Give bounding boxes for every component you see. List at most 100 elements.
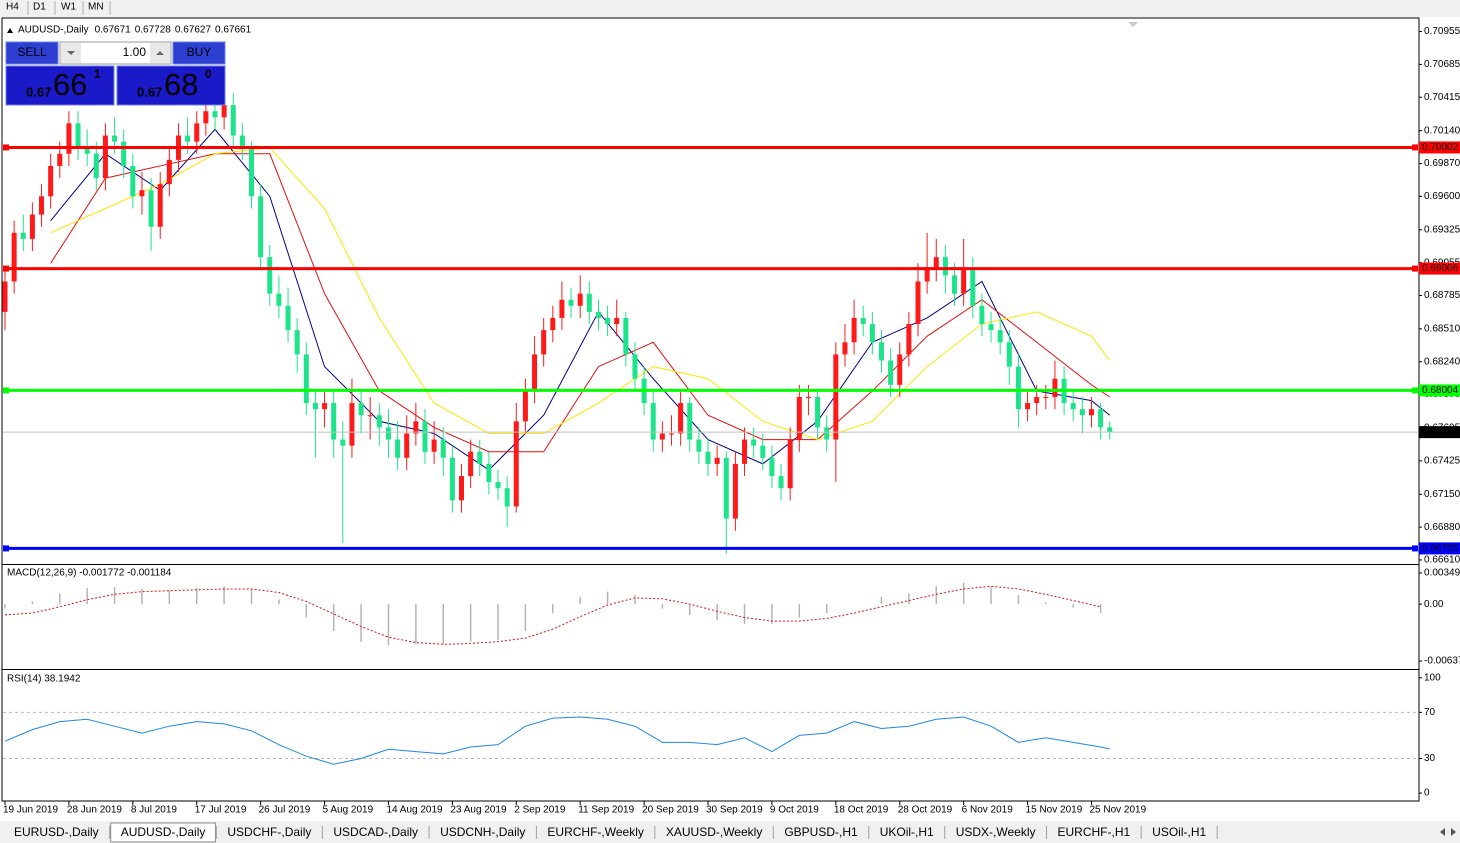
- candle-body: [258, 196, 264, 258]
- candle-body: [988, 324, 994, 331]
- candle-body: [851, 317, 857, 343]
- y-tick-label: 0.00: [1424, 599, 1444, 610]
- y-tick-label: 0.67150: [1424, 489, 1460, 500]
- tab-label[interactable]: USDCHF-,Daily: [227, 825, 311, 839]
- timeframe-button[interactable]: H4: [6, 2, 19, 13]
- level-handle[interactable]: [3, 545, 9, 552]
- timeframe-button[interactable]: MN: [88, 2, 104, 13]
- candle-body: [66, 123, 72, 154]
- x-tick-label: 17 Jul 2019: [195, 805, 247, 816]
- x-tick-label: 9 Oct 2019: [770, 805, 819, 816]
- level-handle[interactable]: [3, 144, 9, 151]
- active-tab[interactable]: [110, 822, 216, 843]
- candle-body: [888, 360, 894, 385]
- lot-box[interactable]: [59, 41, 172, 65]
- candle-body: [477, 451, 483, 464]
- tab[interactable]: [4, 823, 109, 842]
- level-handle[interactable]: [1412, 545, 1418, 552]
- tab-label[interactable]: USDCAD-,Daily: [333, 825, 418, 839]
- lot-down-icon: [67, 51, 75, 55]
- tab-label[interactable]: UKOil-,H1: [880, 825, 934, 839]
- x-tick-label: 25 Nov 2019: [1089, 805, 1146, 816]
- tab[interactable]: [217, 823, 322, 842]
- tab-label[interactable]: EURCHF-,H1: [1058, 825, 1131, 839]
- candle-body: [20, 232, 26, 239]
- candle-body: [385, 427, 391, 440]
- candle-body: [860, 317, 866, 325]
- candle-body: [714, 457, 720, 464]
- candle-body: [221, 105, 227, 118]
- candle-body: [121, 141, 127, 166]
- level-handle[interactable]: [1412, 144, 1418, 151]
- candle-body: [550, 317, 556, 331]
- candle-body: [2, 281, 8, 312]
- candle-body: [148, 190, 154, 227]
- price-box[interactable]: [5, 65, 115, 106]
- candle-body: [422, 421, 428, 452]
- level-handle[interactable]: [3, 265, 9, 272]
- tab-label[interactable]: USDCNH-,Daily: [440, 825, 525, 839]
- price-fraction: 0: [205, 67, 212, 81]
- y-tick-label: 0.69600: [1424, 191, 1460, 202]
- lot-up-icon: [156, 51, 164, 55]
- candle-body: [878, 342, 884, 361]
- chart-frame: [1, 17, 1420, 802]
- tab[interactable]: [323, 823, 429, 842]
- x-tick-label: 20 Sep 2019: [642, 805, 699, 816]
- level-handle[interactable]: [1412, 265, 1418, 272]
- candle-body: [102, 135, 108, 179]
- sell-button[interactable]: [5, 41, 59, 65]
- candle-body: [668, 433, 674, 435]
- candle-body: [723, 457, 729, 519]
- tab-label[interactable]: AUDUSD-,Daily: [121, 825, 206, 839]
- candle-body: [185, 135, 191, 142]
- tab[interactable]: [537, 823, 654, 842]
- candle-body: [970, 269, 976, 306]
- scroll-right[interactable]: [1451, 828, 1456, 836]
- tab[interactable]: [1142, 823, 1217, 842]
- tab-label[interactable]: GBPUSD-,H1: [784, 825, 858, 839]
- tab[interactable]: [869, 823, 944, 842]
- tab-label[interactable]: XAUUSD-,Weekly: [666, 825, 762, 839]
- candle-body: [1107, 427, 1113, 433]
- level-handle[interactable]: [3, 387, 9, 394]
- tab[interactable]: [774, 823, 868, 842]
- price-pips: 66: [53, 67, 87, 102]
- candle-body: [1015, 366, 1021, 410]
- tab[interactable]: [945, 823, 1046, 842]
- current-price-label: 0.67661: [1422, 427, 1459, 438]
- tab-label[interactable]: EURCHF-,Weekly: [547, 825, 643, 839]
- candle-body: [1098, 409, 1104, 428]
- lot-value[interactable]: 1.00: [123, 45, 147, 59]
- tab[interactable]: [430, 823, 536, 842]
- price-box[interactable]: [116, 65, 226, 106]
- candle-body: [650, 403, 656, 440]
- tab[interactable]: [1047, 823, 1141, 842]
- candle-body: [322, 403, 328, 410]
- candle-body: [75, 123, 81, 148]
- level-label: 0.68004: [1422, 385, 1459, 396]
- buy-button[interactable]: [172, 41, 226, 65]
- candle-body: [249, 147, 255, 197]
- candle-body: [705, 451, 711, 464]
- candle-body: [824, 427, 830, 440]
- scroll-left[interactable]: [1440, 828, 1445, 836]
- candle-body: [687, 403, 693, 440]
- y-tick-label: 0.70140: [1424, 125, 1460, 136]
- candle-body: [787, 439, 793, 489]
- candle-body: [522, 390, 528, 422]
- tab-label[interactable]: EURUSD-,Daily: [14, 825, 99, 839]
- x-tick-label: 2 Sep 2019: [514, 805, 566, 816]
- tab-label[interactable]: USOil-,H1: [1152, 825, 1206, 839]
- y-tick-label: 100: [1424, 672, 1441, 683]
- x-tick-label: 11 Sep 2019: [578, 805, 634, 816]
- tab[interactable]: [655, 823, 773, 842]
- level-handle[interactable]: [1412, 387, 1418, 394]
- timeframe-button[interactable]: D1: [33, 2, 46, 13]
- candle-body: [395, 439, 401, 458]
- y-tick-label: 0.70685: [1424, 59, 1460, 70]
- ohlc-value: 0.67627: [175, 25, 212, 36]
- tab-label[interactable]: USDX-,Weekly: [956, 825, 1036, 839]
- collapse-icon[interactable]: [7, 28, 13, 33]
- timeframe-button[interactable]: W1: [61, 2, 76, 13]
